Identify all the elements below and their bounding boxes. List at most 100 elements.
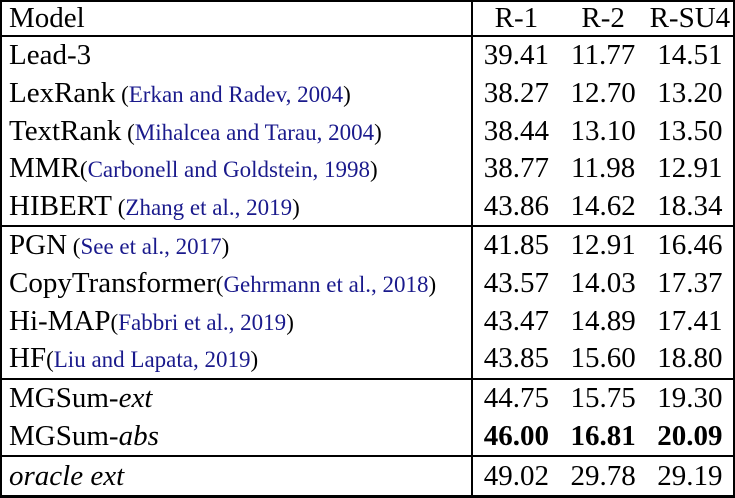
- table-row: Hi-MAP(Fabbri et al., 2019) 43.47 14.89 …: [1, 302, 734, 340]
- citation-paren-open: (: [79, 157, 88, 183]
- score-rsu4: 20.09: [657, 419, 723, 452]
- table-row: MGSum-ext 44.75 15.75 19.30: [1, 378, 734, 418]
- score-r1: 38.27: [483, 76, 550, 109]
- group-mgsum: MGSum-ext 44.75 15.75 19.30 MGSum-abs 46…: [1, 378, 734, 457]
- citation-paren-close: ): [292, 194, 300, 220]
- citation-link[interactable]: Mihalcea and Tarau, 2004: [134, 119, 375, 145]
- citation: (Erkan and Radev, 2004): [115, 81, 351, 107]
- citation-link[interactable]: See et al., 2017: [80, 234, 222, 260]
- citation: (Liu and Lapata, 2019): [46, 347, 258, 372]
- model-name: oracle ext: [9, 459, 125, 492]
- header-r1: R-1: [494, 2, 539, 34]
- model-name: Lead-3: [9, 39, 92, 72]
- score-rsu4: 19.30: [657, 382, 723, 414]
- model-name: MGSum-: [9, 419, 119, 452]
- score-rsu4: 16.46: [657, 229, 723, 262]
- score-r2: 12.70: [570, 76, 636, 109]
- score-rsu4: 29.19: [657, 459, 723, 492]
- score-r2: 11.77: [571, 39, 636, 72]
- score-r1: 43.57: [483, 267, 550, 300]
- model-name: Hi-MAP: [9, 304, 111, 337]
- model-cell: MMR(Carbonell and Goldstein, 1998): [1, 149, 474, 188]
- model-cell: oracle ext: [1, 456, 474, 497]
- model-cell: PGN (See et al., 2017): [1, 226, 474, 265]
- model-cell: HIBERT (Zhang et al., 2019): [1, 187, 474, 227]
- model-cell: MGSum-ext: [1, 378, 474, 418]
- group-baselines-extractive: Lead-3 39.41 11.77 14.51 LexRank (Erkan …: [1, 36, 734, 227]
- score-r1: 46.00: [483, 419, 550, 452]
- model-cell: CopyTransformer(Gehrmann et al., 2018): [1, 264, 474, 303]
- citation-link[interactable]: Gehrmann et al., 2018: [223, 272, 429, 298]
- citation: (Fabbri et al., 2019): [111, 310, 294, 335]
- table-row: HF(Liu and Lapata, 2019) 43.85 15.60 18.…: [1, 339, 734, 379]
- citation: (Gehrmann et al., 2018): [216, 272, 436, 297]
- header-rsu4: R-SU4: [649, 2, 731, 34]
- citation-paren-open: (: [121, 119, 135, 145]
- citation-paren-close: ): [369, 157, 378, 183]
- table-row: TextRank (Mihalcea and Tarau, 2004) 38.4…: [1, 112, 734, 150]
- score-rsu4: 18.80: [657, 342, 723, 375]
- score-rsu4: 12.91: [657, 152, 723, 185]
- score-r1: 43.47: [483, 304, 550, 337]
- score-r2: 16.81: [570, 419, 636, 452]
- citation-link[interactable]: Zhang et al., 2019: [125, 194, 293, 220]
- citation-paren-close: ): [428, 272, 437, 298]
- citation: (Carbonell and Goldstein, 1998): [80, 157, 378, 182]
- score-r2: 11.98: [571, 152, 636, 185]
- score-r1: 38.44: [483, 114, 550, 147]
- header-r2: R-2: [581, 2, 625, 34]
- score-r2: 12.91: [570, 229, 636, 262]
- model-name: LexRank: [9, 76, 116, 109]
- table-row: MGSum-abs 46.00 16.81 20.09: [1, 417, 734, 457]
- citation-paren-close: ): [221, 234, 230, 260]
- citation-link[interactable]: Fabbri et al., 2019: [118, 309, 287, 335]
- score-rsu4: 17.37: [657, 267, 723, 300]
- citation-paren-close: ): [250, 347, 259, 373]
- model-name: MMR: [9, 152, 80, 185]
- model-name: TextRank: [9, 114, 122, 147]
- score-r1: 39.41: [483, 39, 550, 72]
- model-cell: Lead-3: [1, 36, 474, 75]
- header-model: Model: [1, 1, 474, 36]
- table-header: Model R-1 R-2 R-SU4: [1, 1, 734, 36]
- model-cell: LexRank (Erkan and Radev, 2004): [1, 74, 474, 113]
- header-row: Model R-1 R-2 R-SU4: [1, 1, 734, 36]
- model-name: PGN: [9, 229, 68, 262]
- model-name: HF: [9, 342, 47, 375]
- score-r2: 14.62: [570, 189, 636, 222]
- model-name: HIBERT: [9, 189, 112, 222]
- citation: (Mihalcea and Tarau, 2004): [121, 119, 382, 145]
- score-r1: 41.85: [483, 229, 550, 262]
- model-cell: Hi-MAP(Fabbri et al., 2019): [1, 302, 474, 340]
- citation-paren-open: (: [67, 234, 81, 260]
- citation-link[interactable]: Carbonell and Goldstein, 1998: [87, 157, 370, 183]
- citation-paren-open: (: [215, 272, 224, 298]
- citation-paren-close: ): [286, 309, 294, 335]
- score-r2: 29.78: [570, 459, 636, 492]
- score-rsu4: 13.50: [657, 114, 723, 147]
- citation-paren-close: ): [374, 119, 382, 145]
- table-row: oracle ext 49.02 29.78 29.19: [1, 456, 734, 497]
- score-r1: 44.75: [483, 382, 550, 414]
- score-r1: 49.02: [483, 459, 550, 492]
- citation-link[interactable]: Liu and Lapata, 2019: [53, 347, 251, 373]
- score-r2: 15.60: [570, 342, 636, 375]
- score-r1: 43.86: [483, 189, 550, 222]
- citation: (Zhang et al., 2019): [112, 195, 300, 220]
- citation-paren-open: (: [115, 81, 129, 107]
- model-cell: MGSum-abs: [1, 417, 474, 457]
- citation-paren-open: (: [110, 309, 119, 335]
- score-rsu4: 14.51: [657, 39, 723, 72]
- citation-paren-open: (: [111, 194, 126, 220]
- model-cell: TextRank (Mihalcea and Tarau, 2004): [1, 112, 474, 150]
- score-r1: 43.85: [483, 342, 550, 375]
- table-row: CopyTransformer(Gehrmann et al., 2018) 4…: [1, 264, 734, 303]
- score-r2: 15.75: [570, 382, 636, 414]
- model-name: CopyTransformer: [9, 267, 216, 300]
- score-rsu4: 13.20: [657, 76, 723, 109]
- citation-paren-open: (: [46, 347, 54, 373]
- table-row: HIBERT (Zhang et al., 2019) 43.86 14.62 …: [1, 187, 734, 227]
- citation-link[interactable]: Erkan and Radev, 2004: [128, 81, 344, 107]
- model-name-suffix: ext: [118, 382, 153, 414]
